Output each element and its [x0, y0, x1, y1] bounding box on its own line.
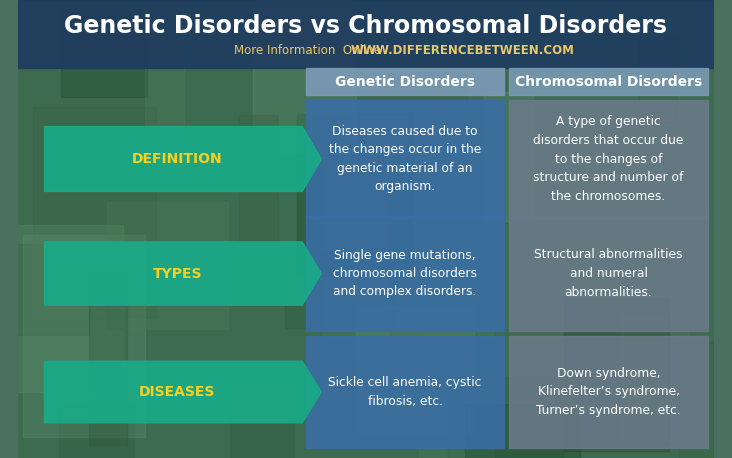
Bar	[0, 244, 89, 335]
Bar	[352, 74, 467, 162]
Text: DISEASES: DISEASES	[139, 385, 215, 399]
Text: Single gene mutations,
chromosomal disorders
and complex disorders.: Single gene mutations, chromosomal disor…	[333, 249, 477, 299]
Text: Genetic Disorders: Genetic Disorders	[335, 75, 475, 88]
Bar	[564, 297, 670, 451]
Bar	[89, 272, 127, 445]
Bar	[448, 377, 563, 458]
Bar	[296, 114, 411, 276]
Bar	[306, 216, 504, 331]
Bar	[61, 9, 147, 97]
Bar	[465, 404, 580, 458]
Bar	[679, 342, 732, 458]
Text: Chromosomal Disorders: Chromosomal Disorders	[515, 75, 702, 88]
Text: Down syndrome,
Klinefelter’s syndrome,
Turner’s syndrome, etc.: Down syndrome, Klinefelter’s syndrome, T…	[536, 367, 681, 417]
Polygon shape	[45, 126, 321, 191]
Text: Diseases caused due to
the changes occur in the
genetic material of an
organism.: Diseases caused due to the changes occur…	[329, 125, 481, 193]
Bar	[621, 314, 689, 441]
Bar	[306, 100, 504, 218]
Text: More Information  Online: More Information Online	[234, 44, 381, 56]
Text: A type of genetic
disorders that occur due
to the changes of
structure and numbe: A type of genetic disorders that occur d…	[534, 115, 684, 202]
Bar	[306, 68, 504, 95]
Bar	[23, 235, 146, 437]
Bar	[18, 0, 714, 68]
Bar	[324, 157, 388, 354]
Bar	[33, 107, 156, 318]
Text: TYPES: TYPES	[152, 267, 202, 280]
Bar	[16, 225, 124, 392]
Bar	[509, 216, 709, 331]
Bar	[239, 115, 278, 277]
Bar	[509, 68, 709, 95]
Text: Structural abnormalities
and numeral
abnormalities.: Structural abnormalities and numeral abn…	[534, 249, 683, 299]
Bar	[230, 381, 294, 458]
Text: Genetic Disorders vs Chromosomal Disorders: Genetic Disorders vs Chromosomal Disorde…	[64, 14, 668, 38]
Bar	[306, 336, 504, 448]
Polygon shape	[45, 242, 321, 305]
Bar	[108, 202, 228, 329]
Bar	[59, 405, 134, 458]
Bar	[484, 92, 534, 221]
Bar	[253, 7, 356, 153]
Bar	[356, 306, 474, 434]
Bar	[639, 37, 677, 123]
Text: DEFINITION: DEFINITION	[132, 152, 223, 166]
Bar	[419, 274, 494, 458]
Bar	[146, 4, 184, 156]
Bar	[285, 252, 394, 328]
Bar	[509, 336, 709, 448]
Text: WWW.DIFFERENCEBETWEEN.COM: WWW.DIFFERENCEBETWEEN.COM	[351, 44, 575, 56]
Bar	[509, 100, 709, 218]
Text: Sickle cell anemia, cystic
fibrosis, etc.: Sickle cell anemia, cystic fibrosis, etc…	[329, 376, 482, 408]
Polygon shape	[45, 361, 321, 423]
